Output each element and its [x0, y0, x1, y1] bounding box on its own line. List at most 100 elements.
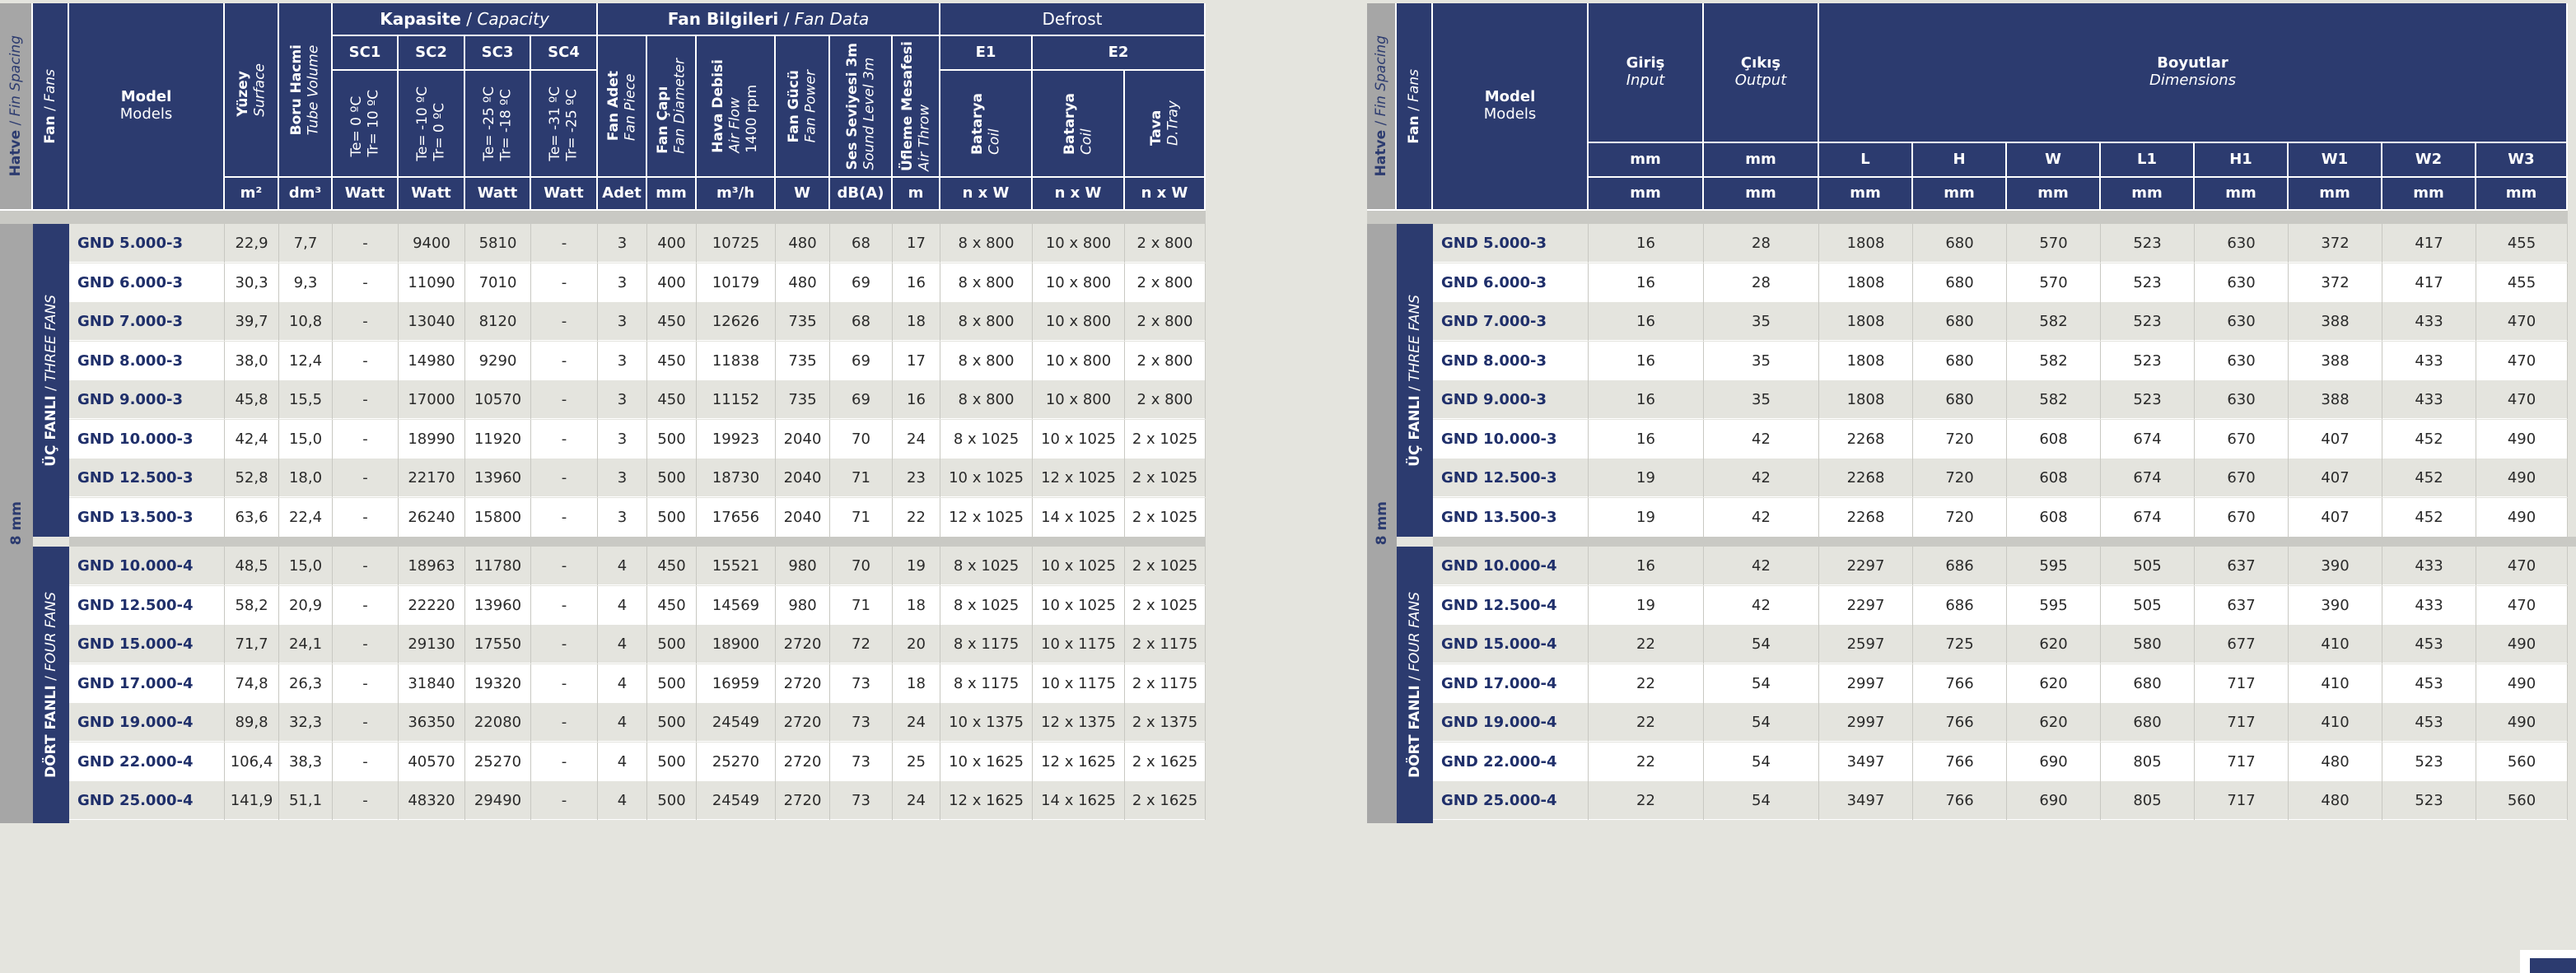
value-cell: 735: [776, 341, 830, 380]
value-cell: 470: [2476, 585, 2568, 625]
value-cell: 717: [2195, 742, 2289, 781]
value-cell: 45,8: [225, 380, 279, 419]
value-cell: 2 x 1025: [1125, 459, 1206, 497]
value-cell: 10 x 1175: [1033, 625, 1125, 663]
fin-spacing-group: 8 mm: [1367, 224, 1397, 823]
value-cell: 18: [893, 585, 940, 625]
value-cell: 7,7: [279, 224, 333, 263]
value-cell: 470: [2476, 302, 2568, 341]
value-cell: 680: [1913, 380, 2007, 419]
value-cell: 11780: [465, 547, 531, 585]
value-cell: 523: [2101, 224, 2195, 263]
value-cell: 52,8: [225, 459, 279, 497]
table-row: GND 7.000-3 16 35 1808 680 582 523 630 388 433 470: [1433, 302, 2568, 341]
value-cell: 10 x 800: [1033, 341, 1125, 380]
value-cell: 523: [2382, 742, 2476, 781]
three-fans-group: ÜÇ FANLI / THREE FANS: [1397, 224, 1433, 537]
value-cell: 410: [2289, 703, 2382, 742]
value-cell: 12 x 1625: [940, 781, 1033, 820]
value-cell: 71: [830, 497, 893, 537]
fin-spacing-header: Hatve / Fin Spacing: [0, 3, 33, 211]
value-cell: -: [531, 459, 598, 497]
value-cell: 608: [2007, 419, 2101, 459]
value-cell: 390: [2289, 547, 2382, 585]
value-cell: 26,3: [279, 663, 333, 703]
value-cell: 500: [647, 742, 697, 781]
value-cell: 805: [2101, 742, 2195, 781]
value-cell: 2 x 800: [1125, 341, 1206, 380]
value-cell: 433: [2382, 341, 2476, 380]
value-cell: 11152: [697, 380, 776, 419]
value-cell: 35: [1704, 380, 1819, 419]
value-cell: 2 x 800: [1125, 224, 1206, 263]
value-cell: 9400: [399, 224, 465, 263]
fin-spacing-header: Hatve / Fin Spacing: [1367, 3, 1397, 211]
value-cell: 500: [647, 497, 697, 537]
value-cell: 42: [1704, 497, 1819, 537]
unit-cell: n x W: [1125, 178, 1206, 211]
value-cell: 18963: [399, 547, 465, 585]
value-cell: 2040: [776, 459, 830, 497]
value-cell: 686: [1913, 547, 2007, 585]
value-cell: 455: [2476, 224, 2568, 263]
value-cell: 12626: [697, 302, 776, 341]
value-cell: 8 x 1025: [940, 585, 1033, 625]
value-cell: 18990: [399, 419, 465, 459]
value-cell: 433: [2382, 302, 2476, 341]
value-cell: 42: [1704, 585, 1819, 625]
value-cell: 10 x 800: [1033, 380, 1125, 419]
table-row: GND 19.000-4 22 54 2997 766 620 680 717 410 453 49…: [1433, 703, 2568, 742]
value-cell: 470: [2476, 547, 2568, 585]
value-cell: 2268: [1819, 419, 1913, 459]
value-cell: 1808: [1819, 224, 1913, 263]
model-name-cell: GND 17.000-4: [1433, 663, 1589, 703]
dimensions-header: Boyutlar Dimensions: [1819, 3, 2568, 143]
value-cell: 3497: [1819, 742, 1913, 781]
unit-cell: mm: [1589, 178, 1704, 211]
value-cell: 452: [2382, 497, 2476, 537]
value-cell: 3: [598, 224, 647, 263]
sc2-conditions: Te= -10 ºC Tr= 0 ºC: [399, 71, 465, 178]
value-cell: 4: [598, 742, 647, 781]
value-cell: 89,8: [225, 703, 279, 742]
value-cell: 29490: [465, 781, 531, 820]
value-cell: 433: [2382, 380, 2476, 419]
value-cell: 480: [776, 224, 830, 263]
value-cell: 2 x 1025: [1125, 547, 1206, 585]
value-cell: 680: [1913, 341, 2007, 380]
value-cell: 372: [2289, 263, 2382, 302]
value-cell: -: [333, 380, 399, 419]
value-cell: 630: [2195, 224, 2289, 263]
value-cell: 42: [1704, 547, 1819, 585]
unit-cell: mm: [2101, 178, 2195, 211]
value-cell: 620: [2007, 625, 2101, 663]
fan-power-header: Fan Gücü Fan Power: [776, 36, 830, 178]
value-cell: 2 x 1025: [1125, 419, 1206, 459]
model-name-cell: GND 10.000-4: [1433, 547, 1589, 585]
value-cell: 5810: [465, 224, 531, 263]
value-cell: 24: [893, 419, 940, 459]
value-cell: 720: [1913, 419, 2007, 459]
table-row: GND 12.500-3 52,8 18,0-22170 13960-3 500 1873…: [69, 459, 1206, 497]
value-cell: 2268: [1819, 497, 1913, 537]
surface-header: Yüzey Surface: [225, 3, 279, 178]
fan-diameter-header: Fan Çapı Fan Diameter: [647, 36, 697, 178]
value-cell: 2720: [776, 703, 830, 742]
dimension-label: H1: [2195, 143, 2289, 178]
value-cell: 16: [1589, 341, 1704, 380]
value-cell: 630: [2195, 302, 2289, 341]
value-cell: 22: [1589, 625, 1704, 663]
table-row: GND 22.000-4 106,4 38,3-40570 25270-4 500 252…: [69, 742, 1206, 781]
value-cell: 7010: [465, 263, 531, 302]
table-row: GND 12.500-4 19 42 2297 686 595 505 637 390 433 47…: [1433, 585, 2568, 625]
value-cell: -: [531, 703, 598, 742]
value-cell: 417: [2382, 224, 2476, 263]
value-cell: 16: [1589, 547, 1704, 585]
value-cell: 450: [647, 341, 697, 380]
value-cell: 73: [830, 703, 893, 742]
value-cell: 620: [2007, 703, 2101, 742]
value-cell: 680: [2101, 663, 2195, 703]
value-cell: 72: [830, 625, 893, 663]
model-name-cell: GND 10.000-3: [69, 419, 225, 459]
value-cell: 523: [2101, 380, 2195, 419]
